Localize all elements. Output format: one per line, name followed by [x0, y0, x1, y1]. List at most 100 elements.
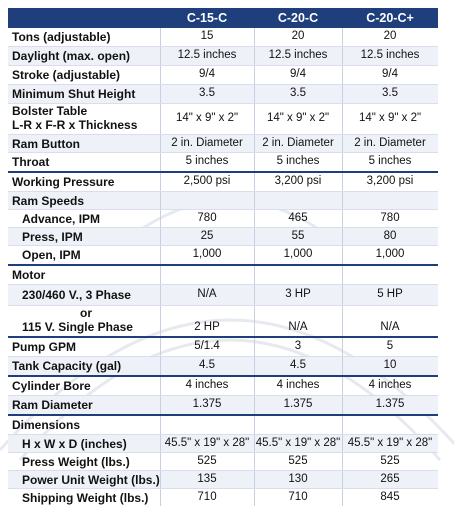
cell-value: 4 inches — [276, 379, 320, 391]
column-divider — [342, 246, 343, 264]
column-divider — [160, 396, 161, 414]
column-divider — [160, 377, 161, 395]
cell-value: 525 — [380, 455, 400, 467]
column-divider — [160, 210, 161, 227]
cell-value: 1,000 — [375, 248, 405, 260]
column-divider — [254, 377, 255, 395]
cell-value: 265 — [380, 473, 400, 485]
row-label: 230/460 V., 3 Phase — [22, 288, 131, 302]
column-divider — [160, 306, 161, 336]
row-label: Throat — [12, 155, 50, 169]
column-divider — [254, 416, 255, 434]
cell-value: 710 — [197, 491, 217, 503]
cell-value: 55 — [291, 230, 305, 242]
section-divider — [8, 171, 438, 173]
column-divider — [254, 228, 255, 245]
cell-value: 20 — [291, 30, 305, 42]
column-divider — [254, 66, 255, 84]
column-divider — [254, 173, 255, 191]
cell-value: 525 — [288, 455, 308, 467]
row-label: Tank Capacity (gal) — [12, 359, 122, 373]
row-divider — [8, 227, 438, 228]
section-divider — [8, 264, 438, 266]
cell-value: 2 in. Diameter — [262, 137, 334, 149]
row-label: Press Weight (lbs.) — [22, 455, 130, 469]
cell-value: 465 — [288, 212, 308, 224]
column-divider — [254, 135, 255, 152]
row-label: Cylinder Bore — [12, 379, 91, 393]
row-label: or — [80, 306, 92, 320]
cell-value: 3,200 psi — [366, 175, 414, 187]
table-row: Press, IPM 25 55 80 — [8, 228, 438, 245]
table-row: Pump GPM 5/1.4 3 5 — [8, 338, 438, 356]
cell-value: 3.5 — [290, 87, 306, 99]
row-label: Ram Button — [12, 137, 80, 151]
column-divider — [342, 104, 343, 134]
column-divider — [160, 173, 161, 191]
column-divider — [160, 28, 161, 46]
row-label: H x W x D (inches) — [22, 437, 127, 451]
column-divider — [160, 104, 161, 134]
column-divider — [342, 338, 343, 356]
table-row: Open, IPM 1,000 1,000 1,000 — [8, 246, 438, 264]
row-divider — [8, 284, 438, 285]
cell-value: 5 HP — [377, 288, 403, 300]
row-label: Daylight (max. open) — [12, 49, 131, 63]
column-divider — [342, 435, 343, 452]
column-divider — [254, 47, 255, 65]
cell-value: N/A — [288, 321, 308, 333]
table-row: H x W x D (inches) 45.5" x 19" x 28" 45.5"… — [8, 435, 438, 452]
column-divider — [342, 135, 343, 152]
column-divider — [254, 285, 255, 305]
row-label: Working Pressure — [12, 175, 115, 189]
row-divider — [8, 191, 438, 192]
cell-value: 3 — [294, 340, 302, 352]
cell-value: 15 — [200, 30, 214, 42]
table-row: Power Unit Weight (lbs.) 135 130 265 — [8, 471, 438, 488]
cell-value: 3 HP — [285, 288, 311, 300]
column-divider — [342, 47, 343, 65]
row-label: Minimum Shut Height — [12, 87, 136, 101]
cell-value: 5 inches — [368, 155, 412, 167]
cell-value: 2 in. Diameter — [171, 137, 243, 149]
cell-value: 12.5 inches — [360, 49, 420, 61]
column-divider — [160, 246, 161, 264]
cell-value: 135 — [197, 473, 217, 485]
table-row: or 115 V. Single Phase 2 HP N/A N/A — [8, 306, 438, 336]
row-divider — [8, 356, 438, 357]
row-divider — [8, 395, 438, 396]
row-label: Stroke (adjustable) — [12, 68, 121, 82]
section-divider — [8, 414, 438, 416]
row-divider — [8, 434, 438, 435]
cell-value: 1.375 — [375, 398, 405, 410]
row-label: Advance, IPM — [22, 212, 101, 226]
cell-value: 780 — [197, 212, 217, 224]
cell-value: 5 inches — [185, 155, 229, 167]
cell-value: 5 inches — [276, 155, 320, 167]
cell-value: 3.5 — [382, 87, 398, 99]
table-row: Ram Diameter 1.375 1.375 1.375 — [8, 396, 438, 414]
column-divider — [160, 66, 161, 84]
column-divider — [254, 246, 255, 264]
cell-value: 2,500 psi — [183, 175, 231, 187]
cell-value: 710 — [288, 491, 308, 503]
table-row: Throat 5 inches 5 inches 5 inches — [8, 153, 438, 171]
row-label: Pump GPM — [12, 340, 77, 354]
column-divider — [342, 396, 343, 414]
cell-value: 4.5 — [290, 359, 306, 371]
cell-value: 45.5" x 19" x 28" — [255, 437, 341, 449]
cell-value: 1.375 — [192, 398, 222, 410]
row-label: Open, IPM — [22, 248, 81, 262]
cell-value: 45.5" x 19" x 28" — [164, 437, 250, 449]
cell-value: 1,000 — [283, 248, 313, 260]
cell-value: 1.375 — [283, 398, 313, 410]
column-divider — [254, 306, 255, 336]
column-divider — [160, 357, 161, 375]
table-row: Minimum Shut Height 3.5 3.5 3.5 — [8, 85, 438, 103]
column-divider — [254, 471, 255, 488]
section-divider — [8, 336, 438, 338]
column-divider — [342, 266, 343, 284]
column-divider — [254, 153, 255, 171]
cell-value: 14" x 9" x 2" — [266, 112, 330, 124]
row-divider — [8, 488, 438, 489]
